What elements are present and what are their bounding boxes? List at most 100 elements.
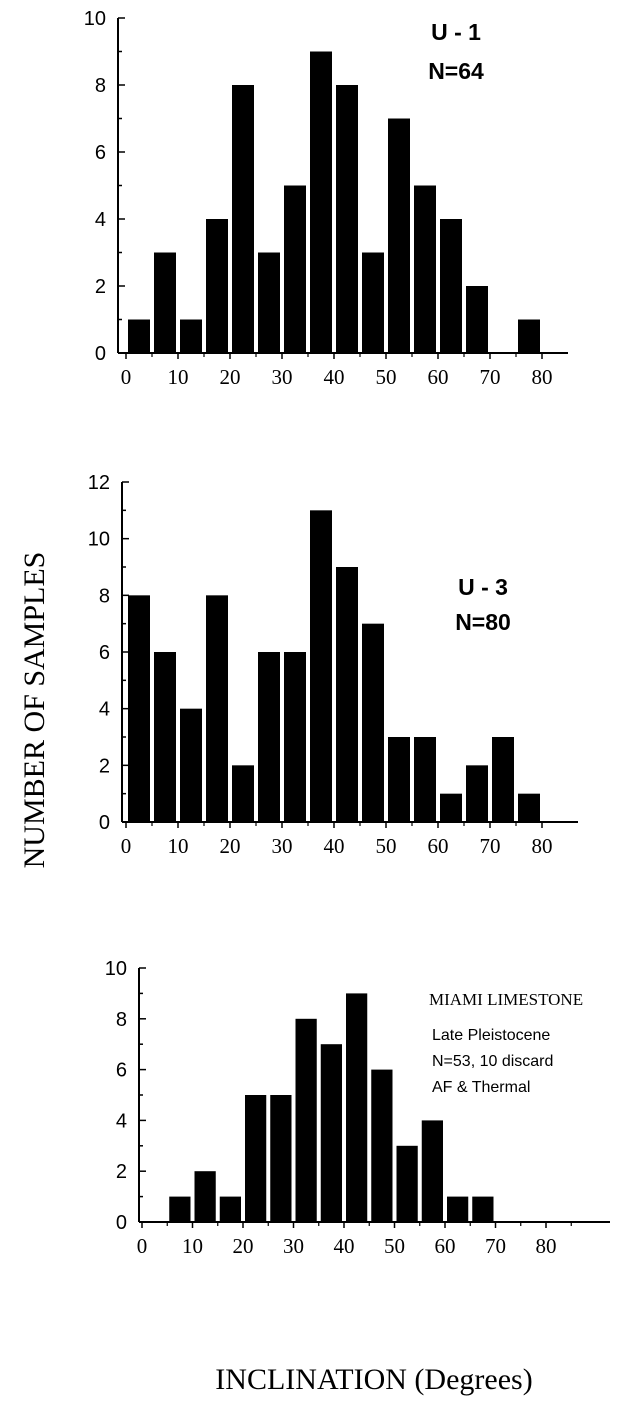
y-tick-label: 0 — [95, 343, 106, 365]
y-tick-label: 10 — [105, 958, 127, 980]
chart-annotation: N=53, 10 discard — [432, 1053, 553, 1070]
histogram-bar — [492, 737, 514, 822]
histogram-bar — [440, 219, 462, 353]
y-tick-label: 12 — [88, 472, 110, 494]
histogram-bar — [388, 737, 410, 822]
y-tick-label: 2 — [95, 276, 106, 298]
y-tick-label: 4 — [95, 209, 106, 231]
histogram-bar — [154, 652, 176, 822]
histogram-bar — [258, 252, 280, 353]
histogram-bar — [472, 1196, 494, 1222]
x-tick-label: 60 — [435, 1234, 456, 1258]
x-tick-label: 60 — [428, 834, 449, 858]
histogram-bar — [371, 1069, 393, 1222]
y-tick-label: 8 — [99, 585, 110, 607]
y-tick-label: 10 — [84, 8, 106, 30]
x-tick-label: 40 — [334, 1234, 355, 1258]
x-tick-label: 20 — [220, 365, 241, 389]
x-tick-label: 0 — [121, 834, 132, 858]
histogram-bar — [421, 1120, 443, 1222]
histogram-bar — [232, 85, 254, 353]
x-tick-label: 0 — [137, 1234, 148, 1258]
y-tick-label: 6 — [99, 642, 110, 664]
histogram-bar — [180, 319, 202, 353]
histogram-bar — [270, 1095, 292, 1222]
x-tick-label: 30 — [272, 834, 293, 858]
y-tick-label: 2 — [99, 755, 110, 777]
histogram-bar — [447, 1196, 469, 1222]
x-tick-label: 10 — [182, 1234, 203, 1258]
histogram-bar — [466, 765, 488, 822]
y-tick-label: 0 — [116, 1212, 127, 1234]
x-tick-label: 70 — [485, 1234, 506, 1258]
histogram-bar — [414, 737, 436, 822]
histogram-bar — [518, 793, 540, 822]
chart-annotation: AF & Thermal — [432, 1079, 530, 1096]
histogram-bar — [154, 252, 176, 353]
chart-title: MIAMI LIMESTONE — [429, 990, 583, 1009]
x-tick-label: 10 — [168, 834, 189, 858]
histogram-bar — [258, 652, 280, 822]
histogram-bar — [206, 595, 228, 822]
chart-title: U - 3 — [458, 574, 508, 600]
chart-title: U - 1 — [431, 19, 481, 45]
histogram-bar — [362, 623, 384, 822]
x-tick-label: 0 — [121, 365, 132, 389]
histogram-bar — [194, 1171, 216, 1222]
chart-annotation: Late Pleistocene — [432, 1027, 550, 1044]
histogram-bar — [320, 1044, 342, 1222]
histogram-bar — [518, 319, 540, 353]
x-tick-label: 70 — [480, 365, 501, 389]
chart-annotation: N=80 — [455, 609, 511, 635]
histogram-bar — [466, 286, 488, 353]
histogram-bar — [414, 185, 436, 353]
x-tick-label: 10 — [168, 365, 189, 389]
x-tick-label: 80 — [532, 365, 553, 389]
histogram-bar — [128, 319, 150, 353]
x-tick-label: 80 — [536, 1234, 557, 1258]
y-tick-label: 0 — [99, 812, 110, 834]
y-tick-label: 8 — [116, 1009, 127, 1031]
histogram-bar — [310, 510, 332, 822]
x-tick-label: 60 — [428, 365, 449, 389]
x-tick-label: 70 — [480, 834, 501, 858]
x-tick-label: 30 — [283, 1234, 304, 1258]
histogram-bar — [388, 118, 410, 353]
x-tick-label: 30 — [272, 365, 293, 389]
histogram-bar — [206, 219, 228, 353]
histogram-bar — [295, 1018, 317, 1222]
histogram-bar — [440, 793, 462, 822]
histogram-bar — [284, 652, 306, 822]
y-tick-label: 10 — [88, 529, 110, 551]
histogram-bar — [180, 708, 202, 822]
y-tick-label: 4 — [116, 1110, 127, 1132]
chart-annotation: N=64 — [428, 58, 484, 84]
x-tick-label: 50 — [384, 1234, 405, 1258]
y-tick-label: 2 — [116, 1161, 127, 1183]
x-axis-label: INCLINATION (Degrees) — [215, 1363, 532, 1396]
y-tick-label: 6 — [116, 1060, 127, 1082]
y-tick-label: 8 — [95, 75, 106, 97]
histogram-bar — [346, 993, 368, 1222]
histogram-bar — [396, 1145, 418, 1222]
histogram-bar — [336, 85, 358, 353]
x-tick-label: 40 — [324, 365, 345, 389]
x-tick-label: 20 — [233, 1234, 254, 1258]
x-tick-label: 20 — [220, 834, 241, 858]
x-tick-label: 80 — [532, 834, 553, 858]
histogram-bar — [245, 1095, 267, 1222]
x-tick-label: 50 — [376, 834, 397, 858]
histogram-bar — [219, 1196, 241, 1222]
histogram-bar — [169, 1196, 191, 1222]
histogram-panel-u1: 0 2 4 6 8 10 0 10 20 30 40 50 60 70 80 U - 1 N=64 — [84, 8, 568, 389]
x-tick-label: 50 — [376, 365, 397, 389]
y-tick-label: 4 — [99, 699, 110, 721]
y-axis-label: NUMBER OF SAMPLES — [18, 552, 51, 869]
x-tick-label: 40 — [324, 834, 345, 858]
histogram-bar — [362, 252, 384, 353]
histogram-bar — [128, 595, 150, 822]
y-tick-label: 6 — [95, 142, 106, 164]
histogram-panel-miami-limestone: 0 2 4 6 8 10 0 10 20 30 40 50 60 70 80 MIAMI LIMESTONE L… — [105, 958, 610, 1258]
histogram-bar — [232, 765, 254, 822]
